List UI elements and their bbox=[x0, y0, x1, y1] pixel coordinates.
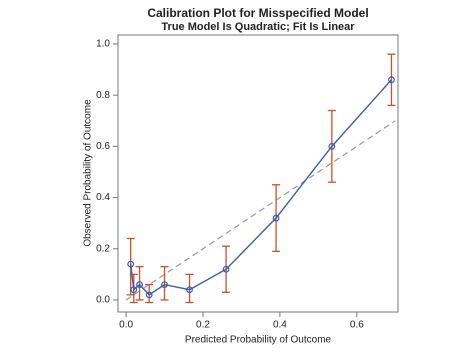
series-line bbox=[129, 79, 392, 296]
y-tick-label: 1.0 bbox=[96, 39, 110, 50]
error-bar bbox=[160, 266, 169, 301]
point bbox=[145, 291, 153, 299]
y-tick-label: 0.0 bbox=[96, 295, 110, 306]
plot-frame bbox=[117, 34, 399, 313]
point bbox=[161, 281, 168, 289]
x-tick-label: 0.6 bbox=[350, 320, 364, 331]
y-tick-label: 0.2 bbox=[96, 243, 110, 254]
chart-subtitle: True Model Is Quadratic; Fit Is Linear bbox=[161, 21, 355, 33]
y-axis-label: Observed Probability of Outcome bbox=[83, 99, 94, 247]
point bbox=[136, 281, 143, 289]
error-bar bbox=[145, 283, 154, 304]
y-tick-label: 0.6 bbox=[96, 141, 110, 152]
x-tick-label: 0.2 bbox=[196, 320, 210, 331]
point bbox=[222, 265, 230, 273]
x-tick-label: 0.4 bbox=[273, 320, 287, 331]
x-axis-label: Predicted Probability of Outcome bbox=[185, 335, 332, 346]
x-tick-label: 0.0 bbox=[119, 320, 133, 331]
error-bar bbox=[185, 273, 194, 304]
point bbox=[388, 76, 395, 84]
point bbox=[130, 286, 138, 294]
chart-title: Calibration Plot for Misspecified Model bbox=[147, 6, 368, 20]
point bbox=[127, 260, 135, 268]
point bbox=[328, 142, 336, 150]
y-tick-label: 0.4 bbox=[96, 192, 110, 203]
y-tick-label: 0.8 bbox=[96, 90, 110, 101]
reference-line bbox=[125, 120, 396, 301]
point bbox=[272, 214, 280, 222]
error-bar bbox=[135, 266, 144, 301]
point bbox=[186, 286, 193, 294]
